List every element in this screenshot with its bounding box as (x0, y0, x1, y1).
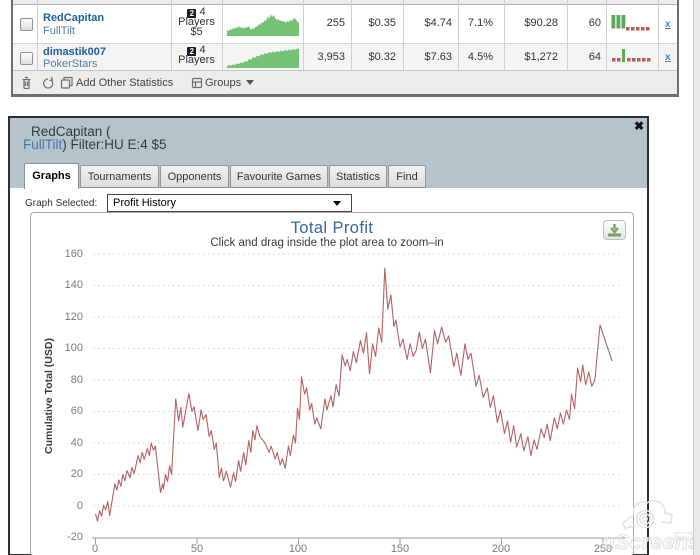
svg-text:com: com (677, 534, 689, 541)
svg-text:uScreenshot: uScreenshot (602, 531, 700, 554)
